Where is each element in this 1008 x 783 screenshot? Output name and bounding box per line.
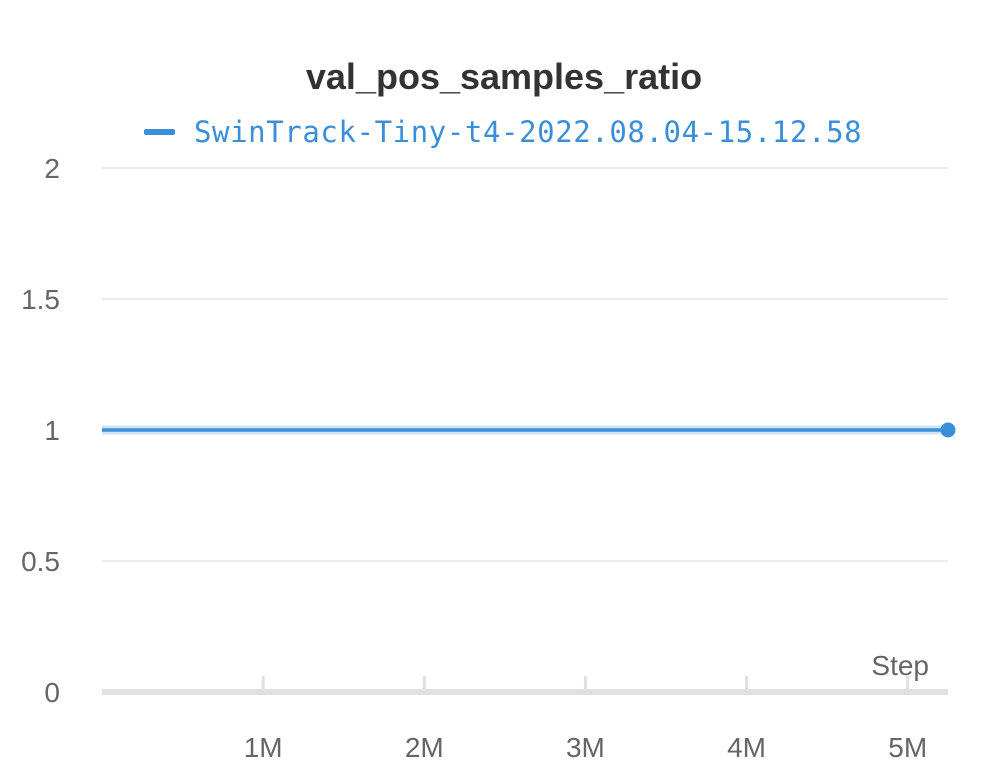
y-tick-label: 1 [44,415,60,446]
x-axis-label: Step [871,650,929,681]
chart-title: val_pos_samples_ratio [305,56,703,97]
y-tick-label: 0.5 [21,546,60,577]
y-tick-label: 1.5 [21,284,60,315]
y-tick-label: 0 [44,677,60,708]
x-tick-label: 4M [727,732,766,763]
x-tick-label: 5M [888,732,927,763]
series-end-point [940,422,956,438]
y-tick-label: 2 [44,153,60,184]
x-tick-label: 2M [405,732,444,763]
legend-series-label: SwinTrack-Tiny-t4-2022.08.04-15.12.58 [194,115,863,149]
x-tick-label: 3M [566,732,605,763]
x-tick-label: 1M [244,732,283,763]
legend: SwinTrack-Tiny-t4-2022.08.04-15.12.58 [144,112,862,152]
legend-swatch [144,129,175,135]
